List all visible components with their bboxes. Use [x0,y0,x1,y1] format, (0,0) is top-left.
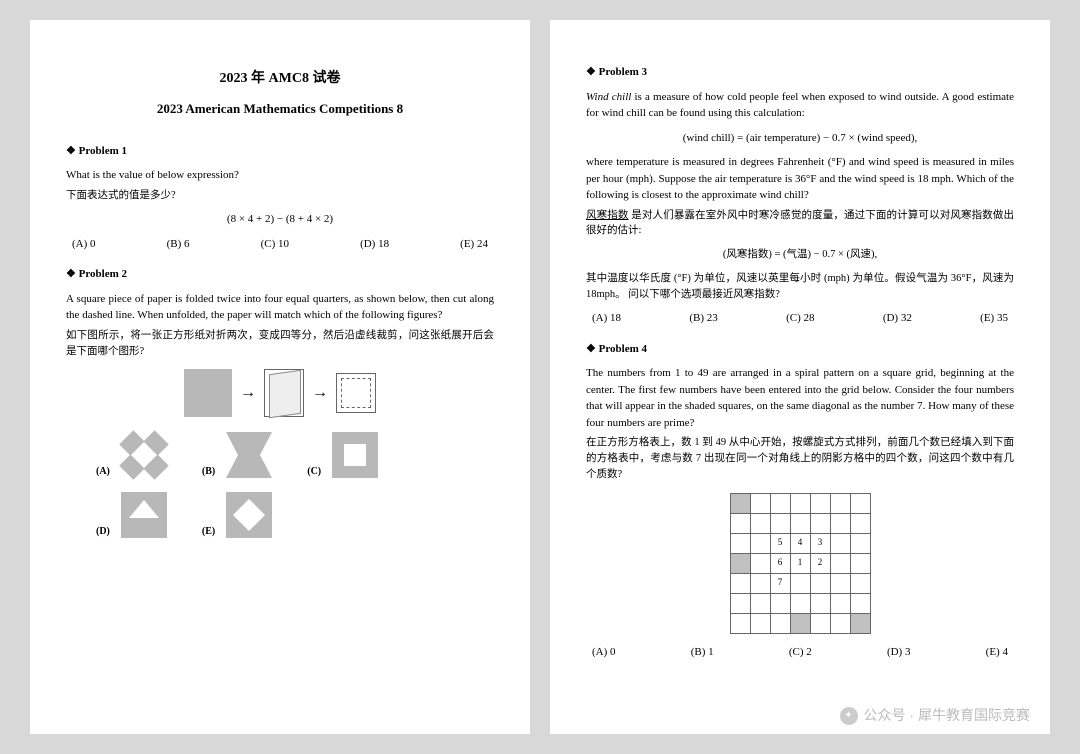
shape-a-icon [116,427,172,483]
p1-choice-a: (A) 0 [72,236,96,253]
p4-choice-b: (B) 1 [691,644,714,661]
p3-choice-e: (E) 35 [980,310,1008,327]
page-right: Problem 3 Wind chill is a measure of how… [550,20,1050,734]
p4-choice-d: (D) 3 [887,644,911,661]
problem-1-header: Problem 1 [66,143,494,160]
page-left: 2023 年 AMC8 试卷 2023 American Mathematics… [30,20,530,734]
shape-b-icon [221,427,277,483]
p3-choice-c: (C) 28 [786,310,814,327]
p1-choice-d: (D) 18 [360,236,389,253]
watermark-icon: ✦ [840,707,858,725]
grid-cell: 2 [810,553,830,573]
p2-answer-row-1: (A) (B) (C) [96,427,494,483]
p2-question-en: A square piece of paper is folded twice … [66,291,494,324]
p2-label-d: (D) [96,524,110,539]
p3-question-cn-1: 风寒指数 是对人们暴露在室外风中时寒冷感觉的度量，通过下面的计算可以对风寒指数做… [586,208,1014,240]
p3-question-en-1: Wind chill is a measure of how cold peop… [586,89,1014,122]
p1-choice-b: (B) 6 [167,236,190,253]
shape-e-icon [221,487,277,543]
problem-3-header: Problem 3 [586,64,1014,81]
p2-label-b: (B) [202,464,215,479]
p2-question-cn: 如下图所示，将一张正方形纸对折两次，变成四等分，然后沿虚线裁剪，问这张纸展开后会… [66,328,494,360]
p4-choice-e: (E) 4 [986,644,1008,661]
p4-question-cn: 在正方形方格表上，数 1 到 49 从中心开始，按螺旋式方式排列，前面几个数已经… [586,435,1014,482]
p2-fold-sequence: → → [66,369,494,417]
p2-label-a: (A) [96,464,110,479]
p3-question-cn-2: 其中温度以华氏度 (°F) 为单位，风速以英里每小时 (mph) 为单位。假设气… [586,271,1014,303]
shape-d-icon [116,487,172,543]
p3-question-en-2: where temperature is measured in degrees… [586,154,1014,204]
grid-cell: 1 [790,553,810,573]
problem-2-header: Problem 2 [66,266,494,283]
grid-cell: 6 [770,553,790,573]
p1-question-en: What is the value of below expression? [66,167,494,184]
folded-paper-icon [264,369,304,417]
arrow-icon: → [312,381,328,405]
p2-label-c: (C) [307,464,321,479]
problem-4-header: Problem 4 [586,341,1014,358]
p3-choice-b: (B) 23 [689,310,717,327]
p3-formula-1: (wind chill) = (air temperature) − 0.7 ×… [586,130,1014,147]
arrow-icon: → [240,381,256,405]
p4-spiral-grid: 543 612 7 [586,493,1014,634]
p3-choice-d: (D) 32 [883,310,912,327]
p3-windchill-term: Wind chill [586,91,631,103]
grid-cell: 7 [770,573,790,593]
square-paper-icon [184,369,232,417]
p1-choices: (A) 0 (B) 6 (C) 10 (D) 18 (E) 24 [66,236,494,253]
p4-choice-a: (A) 0 [592,644,616,661]
grid-cell: 5 [770,533,790,553]
p4-choice-c: (C) 2 [789,644,812,661]
watermark: ✦ 公众号 · 犀牛教育国际竞赛 [840,705,1030,726]
p1-choice-e: (E) 24 [460,236,488,253]
shape-c-icon [327,427,383,483]
p3-windchill-term-cn: 风寒指数 [586,210,629,221]
grid-cell: 3 [810,533,830,553]
p4-question-en: The numbers from 1 to 49 are arranged in… [586,365,1014,431]
quarter-cut-icon [336,373,376,413]
p3-formula-2: (风寒指数) = (气温) − 0.7 × (风速), [586,247,1014,263]
title-en: 2023 American Mathematics Competitions 8 [66,99,494,119]
p2-label-e: (E) [202,524,215,539]
watermark-text: 公众号 · 犀牛教育国际竞赛 [864,705,1030,726]
grid-cell: 4 [790,533,810,553]
p1-formula: (8 × 4 + 2) − (8 + 4 × 2) [66,211,494,228]
p1-question-cn: 下面表达式的值是多少? [66,188,494,204]
p4-choices: (A) 0 (B) 1 (C) 2 (D) 3 (E) 4 [586,644,1014,661]
p3-choice-a: (A) 18 [592,310,621,327]
p1-choice-c: (C) 10 [261,236,289,253]
p3-choices: (A) 18 (B) 23 (C) 28 (D) 32 (E) 35 [586,310,1014,327]
p2-answer-row-2: (D) (E) [96,487,494,543]
title-cn: 2023 年 AMC8 试卷 [66,68,494,89]
